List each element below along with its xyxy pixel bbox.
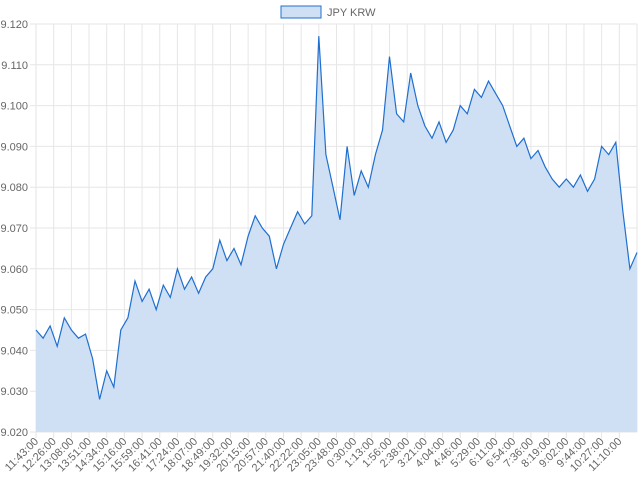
series-area <box>36 36 637 432</box>
y-tick-label: 9.120 <box>0 19 28 31</box>
series-line[interactable] <box>35 36 638 400</box>
y-tick-label: 9.070 <box>0 223 28 235</box>
y-tick-label: 9.090 <box>0 141 28 153</box>
y-tick-label: 9.100 <box>0 101 28 113</box>
legend: JPY KRW <box>280 5 376 19</box>
y-tick-label: 9.020 <box>0 427 28 439</box>
y-tick-label: 9.040 <box>0 345 28 357</box>
series-layer <box>35 36 638 432</box>
legend-label: JPY KRW <box>327 7 376 19</box>
y-tick-label: 9.060 <box>0 264 28 276</box>
y-tick-label: 9.080 <box>0 182 28 194</box>
x-axis: 11:43:0012:26:0013:08:0013:51:0014:34:00… <box>3 436 625 475</box>
legend-swatch[interactable] <box>280 5 322 19</box>
y-axis: 9.020 9.030 9.040 9.050 9.060 9.070 9.080 9.090… <box>0 19 28 439</box>
y-tick-label: 9.050 <box>0 305 28 317</box>
y-tick-label: 9.110 <box>1 60 28 72</box>
y-tick-label: 9.030 <box>0 386 28 398</box>
